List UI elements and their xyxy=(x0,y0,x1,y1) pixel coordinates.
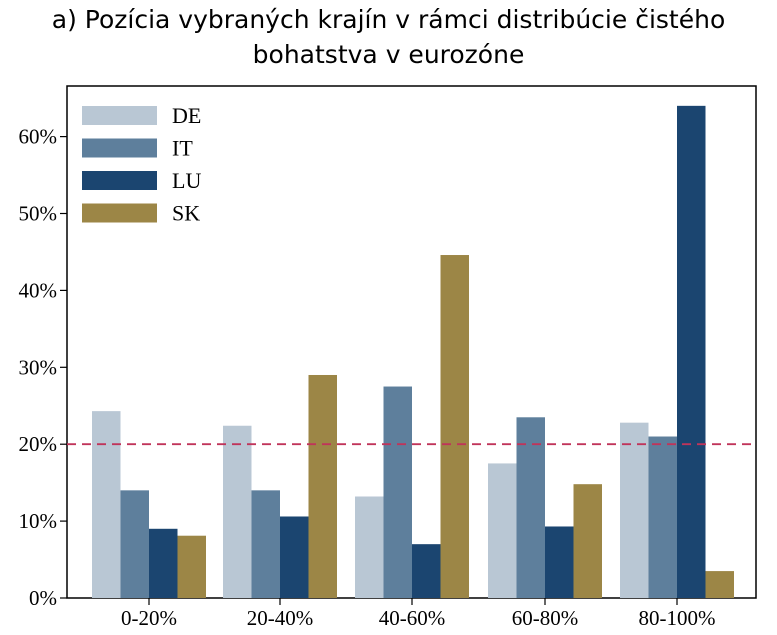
legend-swatch-de xyxy=(82,106,157,125)
legend-swatch-it xyxy=(82,138,157,158)
y-tick-label: 50% xyxy=(19,202,58,226)
y-tick-label: 20% xyxy=(19,432,58,456)
legend-swatch-lu xyxy=(82,171,157,190)
bar-it-20-40% xyxy=(251,490,280,598)
chart-title: a) Pozícia vybraných krajín v rámci dist… xyxy=(0,2,777,72)
x-tick-label: 20-40% xyxy=(247,606,314,630)
bar-de-80-100% xyxy=(620,422,649,598)
bar-sk-40-60% xyxy=(440,255,469,598)
bar-lu-60-80% xyxy=(545,526,574,598)
bar-de-20-40% xyxy=(223,425,252,598)
bar-it-60-80% xyxy=(516,417,545,598)
y-tick-label: 30% xyxy=(19,355,58,379)
bar-de-0-20% xyxy=(92,411,121,598)
bar-de-60-80% xyxy=(488,463,517,598)
legend-label-sk: SK xyxy=(172,201,200,226)
bar-de-40-60% xyxy=(355,496,384,598)
title-line-1: a) Pozícia vybraných krajín v rámci dist… xyxy=(51,5,726,34)
bar-it-0-20% xyxy=(120,490,149,598)
bar-lu-40-60% xyxy=(412,544,441,598)
bar-lu-80-100% xyxy=(677,105,706,598)
bar-lu-20-40% xyxy=(280,516,309,598)
title-line-2: bohatstva v eurozóne xyxy=(252,40,525,69)
x-tick-label: 80-100% xyxy=(639,606,716,630)
bar-sk-0-20% xyxy=(177,535,206,598)
legend-swatch-sk xyxy=(82,203,157,223)
bar-sk-20-40% xyxy=(308,374,337,598)
bar-sk-80-100% xyxy=(705,571,734,598)
bar-sk-60-80% xyxy=(573,484,602,598)
x-tick-label: 40-60% xyxy=(379,606,446,630)
y-tick-label: 0% xyxy=(29,586,57,610)
legend-label-it: IT xyxy=(172,136,193,161)
x-tick-label: 60-80% xyxy=(512,606,579,630)
bar-lu-0-20% xyxy=(149,528,178,598)
y-tick-label: 10% xyxy=(19,509,58,533)
legend-label-lu: LU xyxy=(172,168,201,193)
y-tick-label: 40% xyxy=(19,278,58,302)
legend-label-de: DE xyxy=(172,103,201,128)
bar-it-80-100% xyxy=(648,436,677,598)
x-tick-label: 0-20% xyxy=(121,606,177,630)
y-tick-label: 60% xyxy=(19,125,58,149)
bar-it-40-60% xyxy=(383,386,412,598)
